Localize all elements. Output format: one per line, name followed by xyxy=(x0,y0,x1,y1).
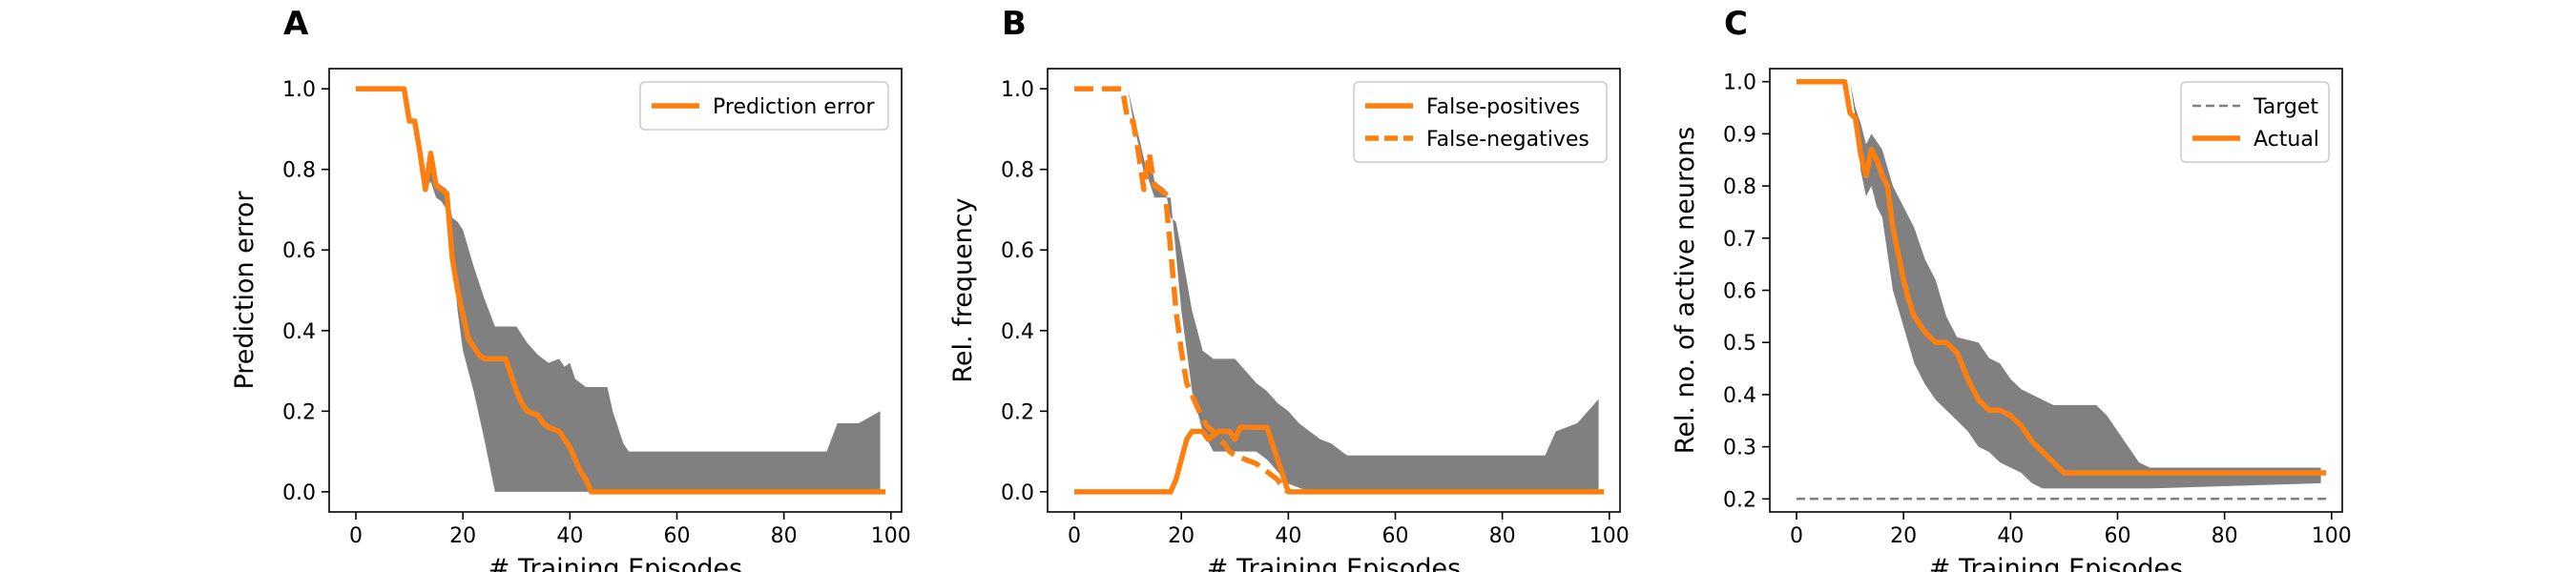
x-axis-label: # Training Episodes xyxy=(1929,554,2183,572)
legend: Target Actual xyxy=(2180,81,2330,163)
panel-label: C xyxy=(1724,5,1748,43)
series-line-prediction-error xyxy=(356,86,886,495)
x-tick-label: 80 xyxy=(771,524,798,548)
x-tick-label: 20 xyxy=(1168,524,1195,548)
legend-box xyxy=(1353,81,1608,163)
x-tick-label: 100 xyxy=(871,524,911,548)
legend: False-positives False-negatives xyxy=(1353,81,1608,163)
series-line-false-negatives xyxy=(1074,86,1290,495)
y-tick-label: 0.2 xyxy=(1001,400,1034,424)
panel-a: A 0 20 40 60 80 100 0.0 0.2 0.4 0.6 0.8 1.0 # Trainin… xyxy=(230,5,911,572)
plot-frame xyxy=(1047,68,1621,513)
panel-label: B xyxy=(1002,5,1027,43)
y-tick-label: 1.0 xyxy=(282,78,316,102)
y-tick-label: 0.3 xyxy=(1723,437,1756,460)
x-tick-label: 20 xyxy=(1890,524,1917,548)
y-tick-label: 0.6 xyxy=(1723,280,1756,304)
legend-label: Prediction error xyxy=(713,95,875,119)
legend-label: Actual xyxy=(2254,128,2319,152)
y-tick-label: 0.6 xyxy=(1001,239,1034,263)
y-tick-label: 0.8 xyxy=(1723,175,1756,199)
y-axis-label: Rel. frequency xyxy=(948,197,978,382)
panel-b: B 0 20 40 60 80 100 0.0 0.2 0.4 0.6 0.8 1.0 # Trainin… xyxy=(948,5,1630,572)
x-axis-label: # Training Episodes xyxy=(488,554,742,572)
legend: Prediction error xyxy=(639,81,889,131)
y-tick-label: 1.0 xyxy=(1001,78,1034,102)
x-axis-label: # Training Episodes xyxy=(1207,554,1461,572)
x-tick-label: 60 xyxy=(1381,524,1408,548)
x-tick-label: 100 xyxy=(1589,524,1630,548)
y-tick-label: 0.8 xyxy=(1001,159,1034,183)
x-tick-label: 40 xyxy=(1275,524,1301,548)
legend-box xyxy=(639,81,889,131)
x-tick-label: 80 xyxy=(1489,524,1516,548)
plot-frame xyxy=(328,68,903,513)
y-tick-label: 0.7 xyxy=(1723,228,1756,252)
x-tick-label: 0 xyxy=(349,524,363,548)
confidence-band xyxy=(356,89,881,492)
y-tick-label: 0.0 xyxy=(282,481,316,505)
x-tick-label: 60 xyxy=(663,524,690,548)
y-axis-label: Prediction error xyxy=(230,191,260,390)
x-tick-label: 40 xyxy=(1997,524,2024,548)
series-line-false-positives xyxy=(1074,424,1605,495)
series-line-actual xyxy=(1797,78,2327,476)
legend-box xyxy=(2180,81,2330,163)
x-tick-label: 60 xyxy=(2104,524,2130,548)
x-tick-label: 40 xyxy=(556,524,583,548)
x-tick-label: 0 xyxy=(1790,524,1803,548)
y-tick-label: 0.2 xyxy=(282,400,316,424)
panel-label: A xyxy=(283,5,309,43)
y-tick-label: 0.4 xyxy=(282,320,316,344)
confidence-band xyxy=(1797,81,2321,489)
y-tick-label: 1.0 xyxy=(1723,72,1756,95)
legend-label: False-negatives xyxy=(1426,128,1589,152)
confidence-band xyxy=(1074,89,1599,492)
y-tick-label: 0.9 xyxy=(1723,123,1756,147)
y-tick-label: 0.6 xyxy=(282,239,316,263)
y-tick-label: 0.5 xyxy=(1723,332,1756,356)
x-tick-label: 20 xyxy=(449,524,476,548)
y-tick-label: 0.4 xyxy=(1001,320,1034,344)
legend-label: False-positives xyxy=(1426,95,1580,119)
x-tick-label: 100 xyxy=(2312,524,2352,548)
y-tick-label: 0.8 xyxy=(282,159,316,183)
x-tick-label: 80 xyxy=(2212,524,2238,548)
legend-label: Target xyxy=(2253,95,2318,119)
y-axis-label: Rel. no. of active neurons xyxy=(1671,127,1700,454)
y-tick-label: 0.2 xyxy=(1723,488,1756,512)
y-tick-label: 0.4 xyxy=(1723,384,1756,408)
x-tick-label: 0 xyxy=(1068,524,1081,548)
y-tick-label: 0.0 xyxy=(1001,481,1034,505)
panel-c: C 0 20 40 60 80 100 0.2 0.3 0.4 0.5 0.6 0.7 0.8 0.9 1.0… xyxy=(1671,5,2352,572)
